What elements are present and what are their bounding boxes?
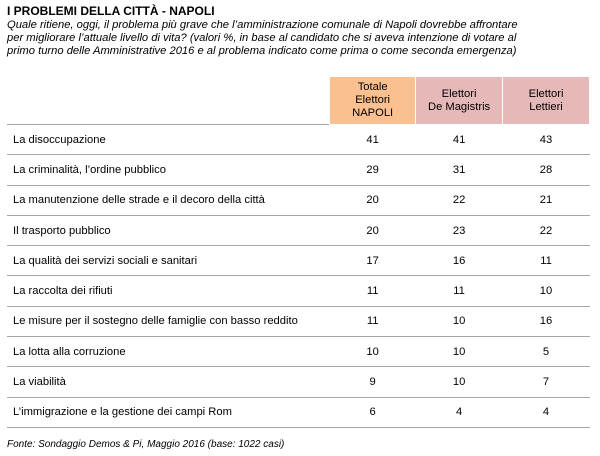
value-de-magistris: 31 xyxy=(415,154,503,186)
value-lettieri: 5 xyxy=(502,336,590,368)
row-label: La disoccupazione xyxy=(7,123,330,156)
table-row: La manutenzione delle strade e il decoro… xyxy=(7,185,590,216)
value-totale: 17 xyxy=(329,245,416,277)
column-header-de-magistris: Elettori De Magistris xyxy=(415,76,504,125)
column-header-totale: Totale Elettori NAPOLI xyxy=(329,76,417,125)
table-row: La disoccupazione 41 41 43 xyxy=(7,123,590,156)
row-label: La qualità dei servizi sociali e sanitar… xyxy=(7,245,330,277)
value-lettieri: 22 xyxy=(502,215,590,247)
header-blank xyxy=(7,77,330,125)
value-de-magistris: 22 xyxy=(415,185,503,216)
row-label: Il trasporto pubblico xyxy=(7,215,330,247)
value-de-magistris: 11 xyxy=(415,275,503,307)
value-totale: 41 xyxy=(329,123,416,156)
chart-title: I PROBLEMI DELLA CITTÀ - NAPOLI xyxy=(7,4,215,18)
value-lettieri: 7 xyxy=(502,366,590,398)
table-row: Le misure per il sostegno delle famiglie… xyxy=(7,306,590,338)
value-lettieri: 11 xyxy=(502,245,590,277)
value-lettieri: 43 xyxy=(502,123,590,156)
value-lettieri: 21 xyxy=(502,185,590,216)
value-de-magistris: 10 xyxy=(415,306,503,338)
table-row: Il trasporto pubblico 20 23 22 xyxy=(7,215,590,247)
row-label: Le misure per il sostegno delle famiglie… xyxy=(7,306,330,338)
value-de-magistris: 10 xyxy=(415,336,503,368)
table-row: La lotta alla corruzione 10 10 5 xyxy=(7,336,590,368)
column-header-lettieri: Elettori Lettieri xyxy=(502,76,590,125)
value-lettieri: 10 xyxy=(502,275,590,307)
value-totale: 11 xyxy=(329,306,416,338)
chart-subtitle: Quale ritiene, oggi, il problema più gra… xyxy=(7,19,518,57)
value-lettieri: 16 xyxy=(502,306,590,338)
table-row: L’immigrazione e la gestione dei campi R… xyxy=(7,397,590,428)
row-label: La raccolta dei rifiuti xyxy=(7,275,330,307)
value-lettieri: 4 xyxy=(502,397,590,428)
row-label: L’immigrazione e la gestione dei campi R… xyxy=(7,397,330,428)
value-lettieri: 28 xyxy=(502,154,590,186)
table-row: La raccolta dei rifiuti 11 11 10 xyxy=(7,275,590,307)
row-label: La viabilità xyxy=(7,366,330,398)
table-row: La criminalità, l’ordine pubblico 29 31 28 xyxy=(7,154,590,186)
value-de-magistris: 4 xyxy=(415,397,503,428)
source-note: Fonte: Sondaggio Demos & Pi, Maggio 2016… xyxy=(7,439,285,450)
header-row: Totale Elettori NAPOLI Elettori De Magis… xyxy=(7,76,590,125)
value-de-magistris: 41 xyxy=(415,123,503,156)
row-label: La criminalità, l’ordine pubblico xyxy=(7,154,330,186)
value-de-magistris: 16 xyxy=(415,245,503,277)
value-totale: 20 xyxy=(329,185,416,216)
value-totale: 9 xyxy=(329,366,416,398)
row-label: La lotta alla corruzione xyxy=(7,336,330,368)
value-totale: 10 xyxy=(329,336,416,368)
table-body: La disoccupazione 41 41 43 La criminalità, l… xyxy=(7,123,590,428)
value-totale: 20 xyxy=(329,215,416,247)
value-de-magistris: 23 xyxy=(415,215,503,247)
table-row: La viabilità 9 10 7 xyxy=(7,366,590,398)
value-totale: 6 xyxy=(329,397,416,428)
value-de-magistris: 10 xyxy=(415,366,503,398)
data-table: Totale Elettori NAPOLI Elettori De Magis… xyxy=(7,76,590,428)
value-totale: 11 xyxy=(329,275,416,307)
row-label: La manutenzione delle strade e il decoro… xyxy=(7,185,330,216)
value-totale: 29 xyxy=(329,154,416,186)
table-row: La qualità dei servizi sociali e sanitar… xyxy=(7,245,590,277)
